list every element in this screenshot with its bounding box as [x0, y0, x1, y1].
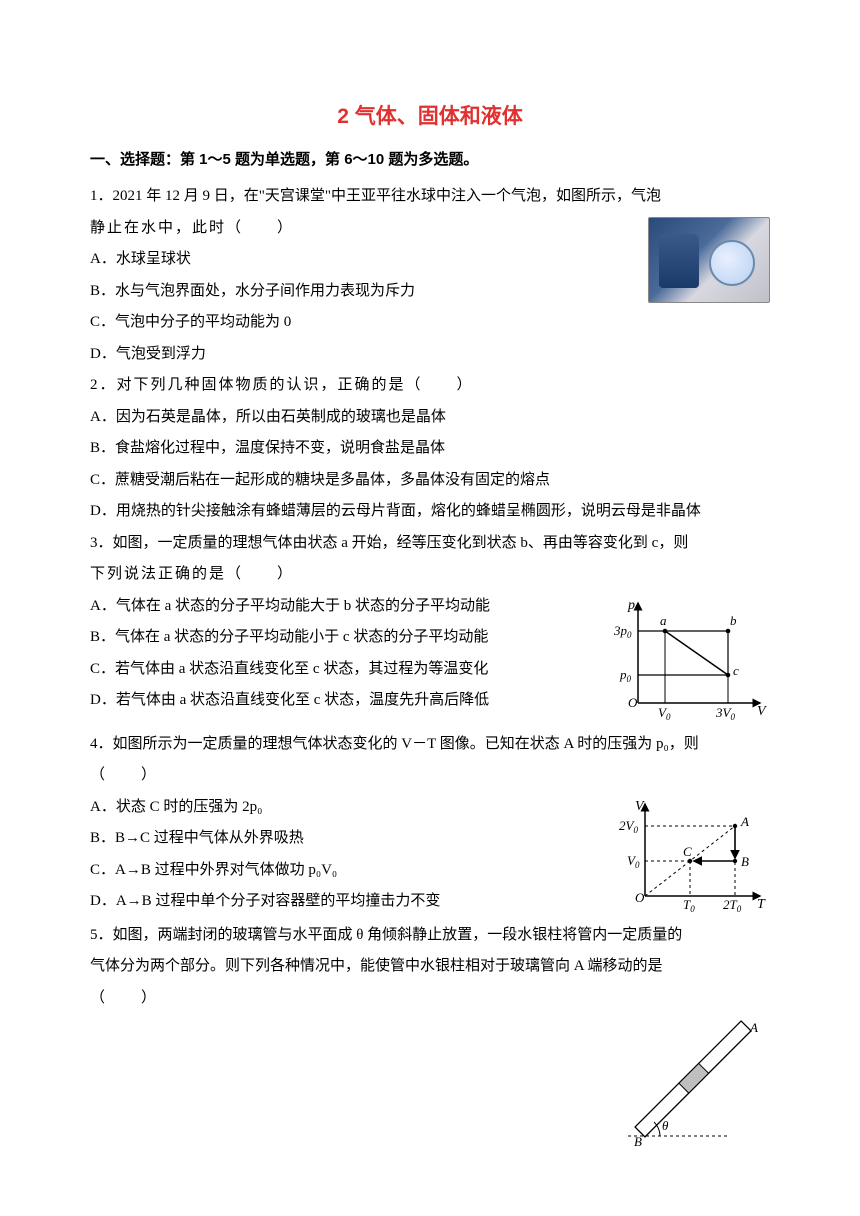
- q2-option-a: A．因为石英是晶体，所以由石英制成的玻璃也是晶体: [90, 402, 770, 434]
- q3-stem-line2: 下列说法正确的是（ ）: [90, 559, 770, 591]
- q1-stem-line1: 1．2021 年 12 月 9 日，在"天宫课堂"中王亚平往水球中注入一个气泡，…: [90, 181, 770, 213]
- q3-figure-pv-diagram: p V O 3p0 p0 V0 3V0 a b c: [610, 595, 770, 725]
- svg-text:T: T: [757, 897, 766, 912]
- svg-text:A: A: [740, 814, 749, 829]
- svg-text:V0: V0: [658, 705, 671, 722]
- svg-text:b: b: [730, 613, 737, 628]
- q2-stem: 2．对下列几种固体物质的认识，正确的是（ ）: [90, 370, 770, 402]
- svg-text:3p0: 3p0: [613, 623, 632, 640]
- svg-text:2T0: 2T0: [723, 897, 742, 914]
- svg-text:O: O: [635, 890, 645, 905]
- section-heading: 一、选择题：第 1～5 题为单选题，第 6～10 题为多选题。: [90, 148, 770, 169]
- svg-text:C: C: [683, 844, 692, 859]
- q1-option-d: D．气泡受到浮力: [90, 339, 770, 371]
- q5-figure-inclined-tube: θ A B: [620, 1018, 770, 1148]
- q5-stem-line3: （ ）: [90, 983, 770, 1015]
- svg-text:B: B: [741, 854, 749, 869]
- q4-stem-line2: （ ）: [90, 760, 770, 792]
- svg-text:θ: θ: [662, 1118, 669, 1133]
- q5-stem-line2: 气体分为两个部分。则下列各种情况中，能使管中水银柱相对于玻璃管向 A 端移动的是: [90, 951, 770, 983]
- svg-text:p0: p0: [619, 667, 632, 684]
- q5-stem-line1: 5．如图，两端封闭的玻璃管与水平面成 θ 角倾斜静止放置，一段水银柱将管内一定质…: [90, 920, 770, 952]
- svg-text:A: A: [749, 1020, 758, 1035]
- svg-text:p: p: [627, 598, 635, 613]
- svg-text:V0: V0: [627, 853, 640, 870]
- q4-figure-vt-diagram: V T O 2V0 V0 T0 2T0 A B C: [615, 796, 770, 916]
- svg-text:T0: T0: [683, 897, 695, 914]
- svg-text:V: V: [635, 799, 645, 814]
- q4-stem-line1: 4．如图所示为一定质量的理想气体状态变化的 V－T 图像。已知在状态 A 时的压…: [90, 729, 770, 761]
- q2-option-c: C．蔗糖受潮后粘在一起形成的糖块是多晶体，多晶体没有固定的熔点: [90, 465, 770, 497]
- q3-stem-line1: 3．如图，一定质量的理想气体由状态 a 开始，经等压变化到状态 b、再由等容变化…: [90, 528, 770, 560]
- svg-text:V: V: [757, 704, 767, 719]
- q1-option-c: C．气泡中分子的平均动能为 0: [90, 307, 770, 339]
- q2-option-d: D．用烧热的针尖接触涂有蜂蜡薄层的云母片背面，熔化的蜂蜡呈椭圆形，说明云母是非晶…: [90, 496, 770, 528]
- svg-text:B: B: [634, 1134, 642, 1148]
- svg-text:3V0: 3V0: [715, 705, 735, 722]
- svg-text:2V0: 2V0: [619, 818, 638, 835]
- q2-option-b: B．食盐熔化过程中，温度保持不变，说明食盐是晶体: [90, 433, 770, 465]
- svg-text:a: a: [660, 613, 667, 628]
- svg-text:c: c: [733, 663, 739, 678]
- svg-text:O: O: [628, 695, 638, 710]
- q1-figure-space-station: [648, 217, 770, 303]
- page-title: 2 气体、固体和液体: [90, 100, 770, 130]
